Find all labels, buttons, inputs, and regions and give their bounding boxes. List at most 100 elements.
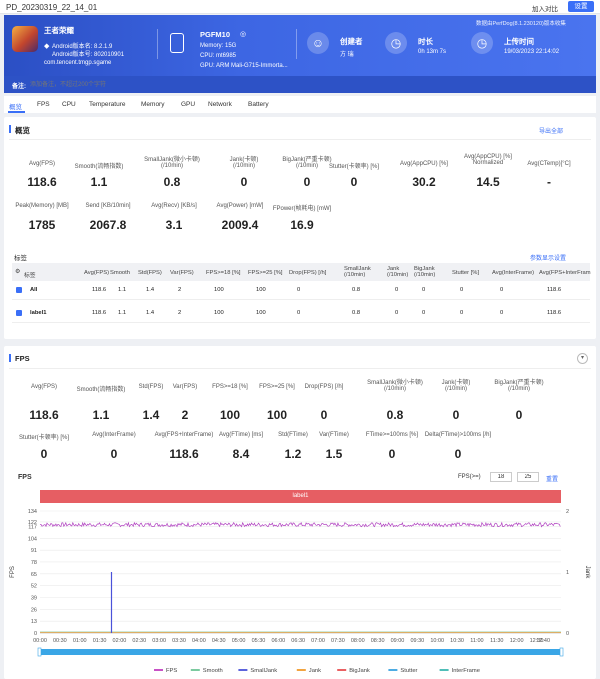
- table-row[interactable]: [12, 279, 590, 300]
- tab-temperature[interactable]: Temperature: [89, 101, 126, 108]
- metric-label-line: Smooth(流畅指数): [76, 387, 126, 393]
- device-name: PGFM10: [200, 30, 231, 39]
- metric-value: 0: [40, 447, 48, 461]
- device-gpu: GPU: ARM Mali-G715-Immorta...: [200, 63, 288, 69]
- y-tick-label: 39: [31, 595, 37, 601]
- table-header-cell[interactable]: BigJank (/10min): [414, 266, 435, 278]
- metric-value: 0: [388, 447, 396, 461]
- collapse-chevron-icon[interactable]: ▾: [577, 353, 588, 364]
- tab-overview[interactable]: 概览: [9, 104, 22, 111]
- metric-value: 100: [219, 408, 241, 422]
- section-marker: [9, 354, 11, 362]
- android-icon: ◆: [44, 43, 50, 50]
- metric-label: Avg(FTime) [ms]: [201, 432, 281, 438]
- metric-value: 0: [452, 408, 460, 422]
- column-settings-link[interactable]: 参数显示设置: [530, 256, 567, 262]
- device-memory: Memory: 15G: [200, 43, 237, 49]
- device-info-icon[interactable]: ◎: [240, 31, 247, 38]
- metric-label-line: Avg(FPS+InterFrame): [154, 432, 214, 438]
- x-tick-label: 12:30: [530, 638, 544, 644]
- metric-label-line: Jank(卡顿): [441, 380, 471, 386]
- metric-label-line: Avg(Recv) [KB/s]: [151, 203, 197, 209]
- chart-title: FPS: [18, 474, 32, 481]
- table-header-cell[interactable]: FPS>=25 [%]: [248, 270, 282, 276]
- table-header-cell[interactable]: SmallJank (/10min): [344, 266, 371, 278]
- add-compare-link[interactable]: 加入对比: [532, 6, 558, 13]
- header-line: BigJank: [414, 266, 435, 272]
- metric-value: 0: [515, 408, 523, 422]
- table-header-cell[interactable]: Drop(FPS) [/h]: [289, 270, 326, 276]
- x-tick-label: 05:30: [252, 638, 266, 644]
- x-tick-label: 02:30: [132, 638, 146, 644]
- table-cell: 0: [422, 287, 426, 293]
- note-input[interactable]: [30, 79, 210, 90]
- legend-label: Smooth: [203, 668, 223, 674]
- table-cell: 0: [460, 310, 464, 316]
- metric-value: 0: [303, 175, 311, 189]
- table-header-cell[interactable]: Smooth: [110, 270, 130, 276]
- row-checkbox[interactable]: [16, 287, 22, 293]
- metric-label-line: Stutter(卡顿率) [%]: [18, 435, 69, 441]
- divider: [157, 29, 158, 59]
- upload-time-value: 19/03/2023 22:14:02: [504, 49, 560, 55]
- fps-threshold-input-a[interactable]: [490, 472, 512, 482]
- y2-axis-label: Jank: [584, 566, 590, 580]
- table-cell: All: [30, 287, 38, 293]
- table-header-cell[interactable]: Stutter [%]: [452, 270, 479, 276]
- table-cell: 1.4: [146, 310, 155, 316]
- metric-label-line: BigJank(严重卡顿): [282, 157, 332, 163]
- table-header-cell[interactable]: 标签: [24, 270, 36, 279]
- x-tick-label: 05:00: [232, 638, 246, 644]
- table-header-cell[interactable]: Avg(FPS+InterFram: [539, 270, 591, 276]
- duration-value: 0h 13m 7s: [418, 49, 447, 55]
- clock-icon: ◷: [385, 32, 407, 54]
- metric-value: 0: [240, 175, 248, 189]
- metric-value: 16.9: [290, 218, 314, 232]
- table-cell: 0: [500, 287, 504, 293]
- table-header-cell[interactable]: Avg(InterFrame): [492, 270, 534, 276]
- table-header-cell[interactable]: FPS>=18 [%]: [206, 270, 240, 276]
- tab-cpu[interactable]: CPU: [62, 101, 76, 108]
- label-range-bar[interactable]: label1: [40, 490, 561, 503]
- tab-battery[interactable]: Battery: [248, 101, 269, 108]
- x-tick-label: 07:00: [311, 638, 325, 644]
- x-tick-label: 06:00: [271, 638, 285, 644]
- metric-label: Avg(FPS): [4, 384, 84, 390]
- row-checkbox[interactable]: [16, 310, 22, 316]
- scroll-handle-right: [559, 647, 564, 657]
- metric-label: Avg(FPS+InterFrame): [144, 432, 224, 438]
- table-header-cell[interactable]: Avg(FPS): [84, 270, 109, 276]
- header-line: FPS>=25 [%]: [248, 270, 283, 276]
- tab-network[interactable]: Network: [208, 101, 232, 108]
- metric-value: 118.6: [29, 408, 59, 422]
- export-all-link[interactable]: 导出全部: [539, 129, 564, 135]
- table-row[interactable]: [12, 302, 590, 323]
- tab-fps[interactable]: FPS: [37, 101, 50, 108]
- upload-clock-icon: ◷: [471, 32, 493, 54]
- metric-label: Std(FTime): [253, 432, 333, 438]
- y-tick-label: 104: [28, 536, 37, 542]
- legend-label: FPS: [166, 668, 177, 674]
- creator-value: 方 瑞: [340, 52, 354, 58]
- metric-label: Stutter(卡顿率) [%]: [4, 432, 84, 441]
- table-header-cell[interactable]: Jank (/10min): [387, 266, 408, 278]
- metric-value: 3.1: [165, 218, 183, 232]
- metric-label: FPS>=18 [%]: [190, 384, 270, 390]
- settings-button[interactable]: 设置: [568, 1, 594, 12]
- header-line: (/10min): [344, 272, 366, 278]
- header-line: Stutter [%]: [452, 270, 480, 276]
- metric-label: Avg(AppCPU) [%] Normalized: [448, 154, 528, 166]
- reset-link[interactable]: 重置: [546, 477, 559, 483]
- y-axis-label: FPS: [10, 566, 16, 578]
- tab-gpu[interactable]: GPU: [181, 101, 196, 108]
- metric-value: 118.6: [169, 447, 199, 461]
- table-header-cell[interactable]: Std(FPS): [138, 270, 162, 276]
- table-cell: 100: [256, 310, 266, 316]
- table-header-cell[interactable]: Var(FPS): [170, 270, 194, 276]
- table-cell: 0: [395, 287, 399, 293]
- tab-memory[interactable]: Memory: [141, 101, 165, 108]
- gear-icon[interactable]: ⚙: [15, 269, 21, 275]
- fps-threshold-input-b[interactable]: [517, 472, 539, 482]
- metric-label-line: FPS>=18 [%]: [212, 384, 248, 390]
